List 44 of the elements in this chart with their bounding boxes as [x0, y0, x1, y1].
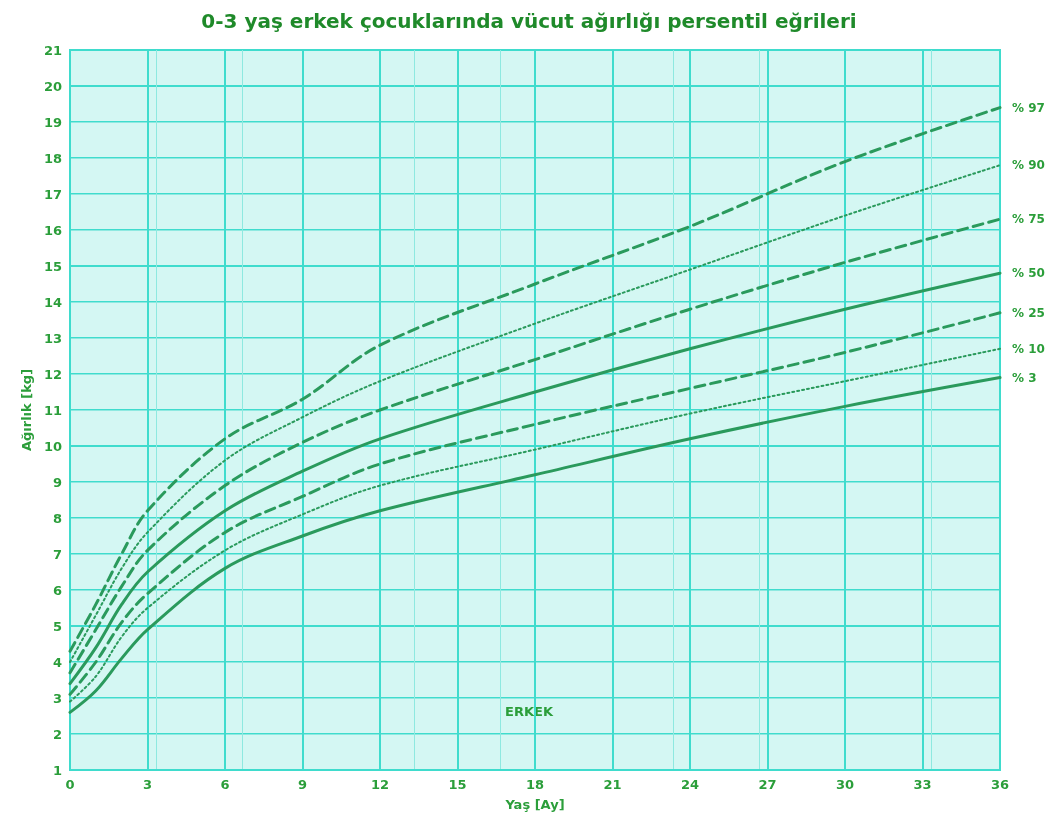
y-tick-label: 11 — [43, 402, 62, 418]
x-tick-label: 3 — [142, 777, 153, 792]
y-tick-label: 7 — [52, 546, 62, 562]
series-label: % 75 — [1012, 212, 1045, 227]
y-tick-label: 14 — [43, 294, 62, 310]
y-tick-label: 17 — [43, 186, 62, 202]
series-label: % 25 — [1012, 305, 1045, 320]
series-label: % 90 — [1012, 158, 1045, 173]
y-tick-label: 4 — [52, 654, 62, 670]
y-tick-label: 9 — [52, 474, 62, 490]
series-label: % 10 — [1012, 341, 1045, 356]
x-tick-label: 0 — [65, 777, 75, 792]
y-tick-label: 13 — [43, 330, 62, 346]
y-tick-label: 16 — [43, 222, 62, 238]
x-tick-label: 27 — [758, 777, 777, 792]
series-label: % 97 — [1012, 100, 1045, 115]
chart-title: 0-3 yaş erkek çocuklarında vücut ağırlığı persentil eğrileri — [201, 9, 857, 33]
x-tick-label: 18 — [525, 777, 545, 792]
y-tick-label: 19 — [43, 114, 62, 130]
y-tick-label: 21 — [43, 42, 62, 58]
x-tick-label: 21 — [603, 777, 622, 792]
x-tick-label: 6 — [220, 777, 230, 792]
x-tick-label: 15 — [448, 777, 467, 792]
y-tick-label: 20 — [43, 78, 62, 94]
x-tick-label: 30 — [835, 777, 855, 792]
y-tick-label: 15 — [43, 258, 62, 274]
y-tick-label: 18 — [43, 150, 62, 166]
x-tick-label: 12 — [370, 777, 390, 792]
y-tick-label: 10 — [43, 438, 62, 454]
series-label: % 50 — [1012, 266, 1045, 281]
x-tick-label: 36 — [990, 777, 1010, 792]
y-tick-label: 12 — [43, 366, 62, 382]
x-axis-title: Yaş [Ay] — [504, 797, 565, 812]
y-tick-label: 2 — [52, 726, 62, 742]
x-tick-label: 24 — [680, 777, 700, 792]
series-label: % 3 — [1012, 370, 1037, 385]
y-tick-label: 8 — [52, 510, 62, 526]
y-tick-label: 6 — [52, 582, 62, 598]
y-tick-label: 5 — [52, 618, 62, 634]
y-tick-label: 3 — [52, 690, 62, 706]
x-tick-label: 33 — [913, 777, 932, 792]
y-tick-label: 1 — [52, 762, 62, 778]
y-axis-title: Ağırlık [kg] — [19, 368, 35, 452]
x-tick-label: 9 — [297, 777, 308, 792]
